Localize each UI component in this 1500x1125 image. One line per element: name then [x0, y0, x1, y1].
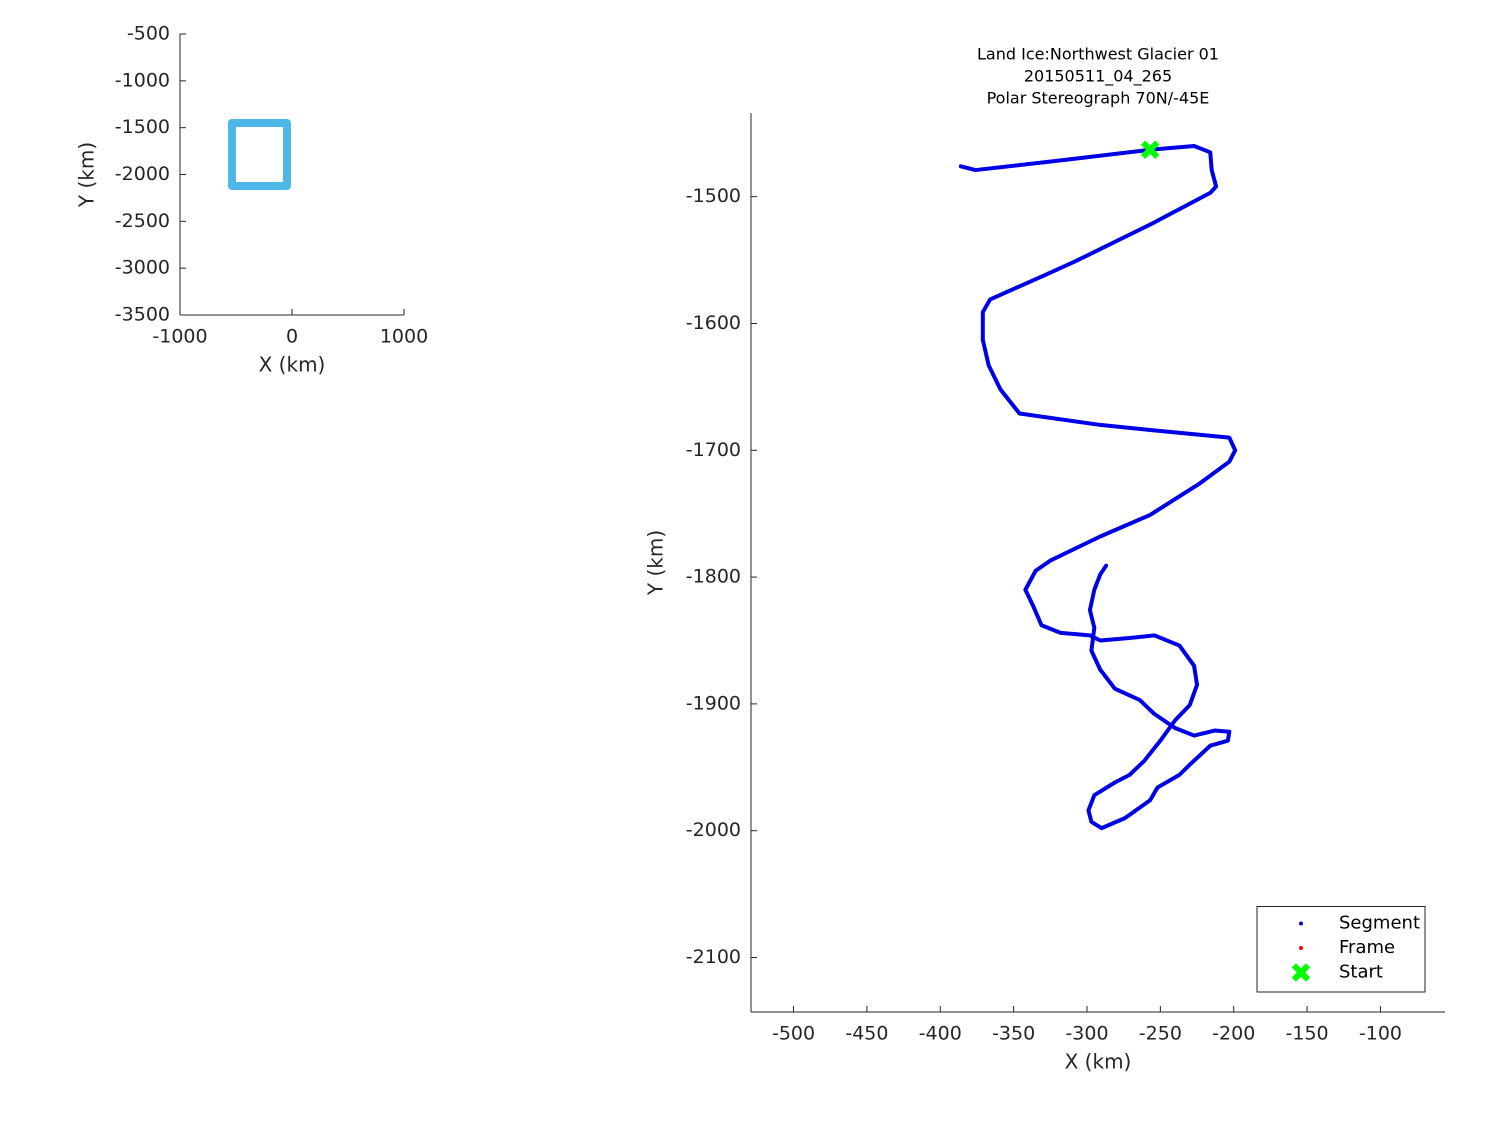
- legend-marker: [1299, 946, 1303, 950]
- x-tick-label: -400: [919, 1023, 962, 1045]
- legend-marker: [1299, 921, 1303, 926]
- y-tick-label: -2000: [686, 819, 741, 841]
- y-tick-label: -1500: [686, 185, 741, 207]
- chart-title: Polar Stereograph 70N/-45E: [987, 89, 1210, 108]
- y-tick-label: -3500: [115, 304, 170, 326]
- x-tick-label: -300: [1065, 1023, 1108, 1045]
- x-tick-label: 1000: [380, 326, 428, 348]
- x-tick-label: 0: [286, 326, 298, 348]
- x-tick-label: -500: [772, 1023, 815, 1045]
- y-tick-label: -1500: [115, 116, 170, 138]
- legend-box: [1256, 906, 1426, 993]
- x-tick-label: -350: [992, 1023, 1035, 1045]
- x-tick-label: -450: [845, 1023, 888, 1045]
- flight-line: [227, 118, 291, 191]
- y-tick-label: -500: [127, 23, 170, 45]
- y-tick-label: -1700: [686, 439, 741, 461]
- y-tick-label: -3000: [115, 257, 170, 279]
- y-tick-label: -2500: [115, 210, 170, 232]
- legend-label: Segment: [1339, 913, 1420, 934]
- x-tick-label: -1000: [152, 326, 207, 348]
- start-marker: [1140, 140, 1160, 160]
- y-tick-label: -1600: [686, 312, 741, 334]
- x-tick-label: -100: [1359, 1023, 1402, 1045]
- legend-label: Frame: [1339, 937, 1395, 958]
- legend-marker: [1291, 963, 1311, 982]
- y-tick-label: -1900: [686, 692, 741, 714]
- x-axis-label: X (km): [259, 353, 326, 377]
- x-axis-label: X (km): [1065, 1050, 1132, 1074]
- x-tick-label: -250: [1139, 1023, 1182, 1045]
- y-axis-label: Y (km): [644, 530, 668, 596]
- x-tick-label: -150: [1286, 1023, 1329, 1045]
- chart-title: 20150511_04_265: [1024, 67, 1172, 87]
- flight-line: [958, 143, 1238, 831]
- y-axis-label: Y (km): [75, 142, 99, 208]
- y-tick-label: -2100: [686, 946, 741, 968]
- chart-title: Land Ice:Northwest Glacier 01: [977, 45, 1219, 64]
- legend: Segment Frame Start: [1256, 906, 1426, 993]
- x-tick-label: -200: [1212, 1023, 1255, 1045]
- y-tick-label: -1000: [115, 69, 170, 91]
- y-tick-label: -1800: [686, 566, 741, 588]
- y-tick-label: -2000: [115, 163, 170, 185]
- legend-label: Start: [1339, 962, 1383, 983]
